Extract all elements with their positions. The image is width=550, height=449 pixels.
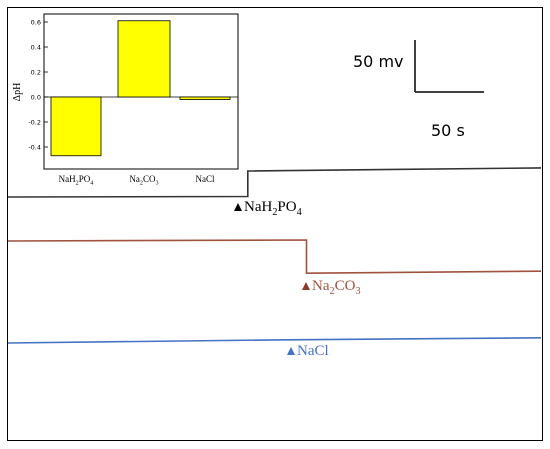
trace-label: Na2CO3 — [312, 278, 361, 297]
scale-bar-voltage-label: 50 mv — [353, 52, 404, 71]
trace-marker — [287, 347, 295, 355]
scale-bar-time-label: 50 s — [431, 121, 465, 140]
trace-line — [7, 167, 542, 198]
inset-y-axis-label: ΔpH — [12, 83, 23, 102]
inset-y-tick-label: -0.4 — [28, 144, 41, 152]
chart-frame — [7, 7, 543, 441]
trace-marker — [302, 282, 310, 290]
inset-bar — [179, 96, 231, 100]
inset-x-labels: NaH2PO4 Na2CO3 NaCl — [59, 174, 215, 187]
inset-x-tick-label: Na2CO3 — [129, 174, 158, 187]
inset-bar-chart: -0.4 -0.2 0.0 0.2 0.4 0.6 NaH2PO4 Na2CO3 NaCl Δ… — [12, 13, 239, 187]
scale-bar: 50 mv 50 s — [353, 40, 484, 140]
inset-bars — [50, 20, 231, 157]
inset-y-tick-label: -0.2 — [28, 119, 41, 127]
inset-y-tick-label: 0.6 — [31, 19, 41, 27]
trace-label: NaCl — [297, 343, 329, 359]
trace-labels: NaH2PO4 Na2CO3 NaCl — [234, 199, 361, 359]
trace-marker — [234, 203, 242, 211]
inset-y-ticks: -0.4 -0.2 0.0 0.2 0.4 0.6 — [28, 19, 48, 152]
trace-line — [7, 337, 542, 344]
inset-bar — [117, 20, 171, 98]
inset-x-tick-label: NaH2PO4 — [59, 174, 94, 187]
trace-label: NaH2PO4 — [244, 199, 302, 218]
inset-bar — [50, 96, 102, 157]
inset-y-tick-label: 0.0 — [31, 94, 41, 102]
inset-y-tick-label: 0.4 — [31, 44, 41, 52]
trace-line — [7, 239, 542, 275]
inset-x-tick-label: NaCl — [196, 174, 215, 184]
inset-y-tick-label: 0.2 — [31, 69, 41, 77]
traces — [7, 167, 542, 344]
